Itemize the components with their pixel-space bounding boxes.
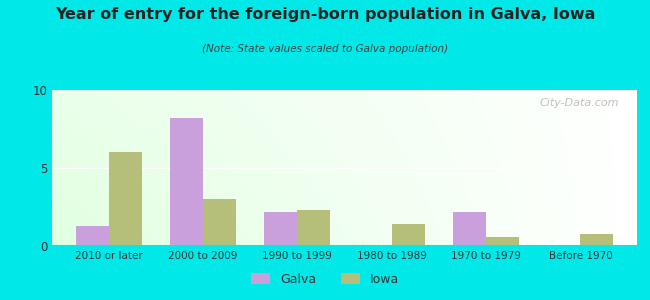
Bar [392,224,424,246]
Legend: Galva, Iowa: Galva, Iowa [246,268,404,291]
Bar [297,210,330,246]
Bar [75,226,109,246]
Bar [486,237,519,246]
Text: Year of entry for the foreign-born population in Galva, Iowa: Year of entry for the foreign-born popul… [55,8,595,22]
Bar [203,199,236,246]
Text: City-Data.com: City-Data.com [540,98,619,108]
Text: (Note: State values scaled to Galva population): (Note: State values scaled to Galva popu… [202,44,448,53]
Bar [580,233,614,246]
Bar [265,212,297,246]
Bar [170,118,203,246]
Bar [109,152,142,246]
Bar [453,212,486,246]
